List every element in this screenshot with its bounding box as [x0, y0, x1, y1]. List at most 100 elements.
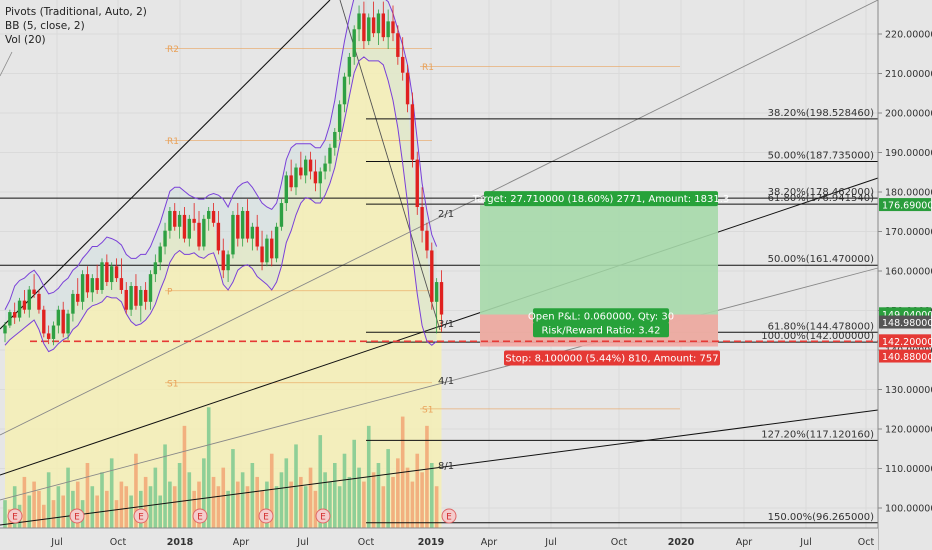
candle-body[interactable]	[148, 274, 153, 302]
candle-body[interactable]	[95, 278, 99, 290]
candle-body[interactable]	[110, 266, 114, 283]
candle-body[interactable]	[56, 309, 61, 326]
candle-body[interactable]	[37, 293, 41, 310]
legend-bollinger[interactable]: BB (5, close, 2)	[5, 20, 85, 32]
candle-body[interactable]	[46, 333, 51, 339]
candle-body[interactable]	[27, 289, 31, 310]
candle-body[interactable]	[158, 246, 162, 263]
candle-body[interactable]	[163, 230, 167, 247]
candle-body[interactable]	[231, 214, 235, 255]
earnings-marker[interactable]	[315, 508, 331, 524]
candle-body[interactable]	[313, 171, 318, 184]
candle-body[interactable]	[80, 274, 85, 302]
legend-pivots[interactable]: Pivots (Traditional, Auto, 2)	[5, 6, 147, 18]
price-axis[interactable]	[878, 0, 932, 550]
candle-body[interactable]	[245, 210, 250, 239]
candle-body[interactable]	[105, 262, 109, 283]
earnings-marker[interactable]	[133, 508, 149, 524]
candle-body[interactable]	[134, 286, 138, 306]
candle-body[interactable]	[337, 104, 342, 132]
candle-body[interactable]	[328, 147, 332, 164]
candle-body[interactable]	[32, 289, 36, 294]
candle-body[interactable]	[114, 266, 119, 279]
candle-body[interactable]	[192, 218, 196, 223]
candle-body[interactable]	[347, 56, 352, 77]
candle-body[interactable]	[367, 17, 371, 42]
candle-body[interactable]	[85, 274, 90, 293]
candle-body[interactable]	[415, 159, 419, 208]
candle-body[interactable]	[265, 238, 269, 263]
trend-line[interactable]	[0, 51, 13, 77]
gann-fan-line[interactable]	[339, 0, 441, 331]
earnings-marker[interactable]	[192, 508, 208, 524]
candle-body[interactable]	[357, 13, 361, 30]
candle-body[interactable]	[216, 222, 221, 251]
candle-body[interactable]	[386, 21, 390, 38]
candle-body[interactable]	[22, 300, 27, 310]
candle-body[interactable]	[439, 282, 444, 315]
candle-body[interactable]	[279, 203, 284, 227]
candle-body[interactable]	[240, 210, 245, 239]
candle-body[interactable]	[139, 289, 143, 306]
candle-body[interactable]	[226, 254, 230, 271]
candle-body[interactable]	[434, 282, 439, 302]
earnings-marker[interactable]	[69, 508, 85, 524]
candle-body[interactable]	[294, 167, 298, 188]
legend-volume[interactable]: Vol (20)	[5, 34, 46, 46]
candle-body[interactable]	[8, 312, 12, 326]
candle-body[interactable]	[401, 56, 405, 73]
candle-body[interactable]	[299, 167, 303, 176]
candle-body[interactable]	[255, 226, 259, 247]
candle-body[interactable]	[76, 293, 80, 302]
candle-body[interactable]	[66, 313, 70, 334]
candle-body[interactable]	[260, 246, 264, 263]
candle-body[interactable]	[51, 325, 56, 339]
candle-body[interactable]	[308, 159, 313, 172]
trend-line[interactable]	[0, 0, 331, 330]
candle-body[interactable]	[342, 76, 347, 105]
candle-body[interactable]	[371, 17, 376, 34]
earnings-marker[interactable]	[441, 508, 457, 524]
candle-body[interactable]	[143, 289, 148, 302]
candle-body[interactable]	[177, 214, 182, 227]
candle-body[interactable]	[333, 131, 337, 148]
candle-body[interactable]	[425, 230, 429, 251]
earnings-marker[interactable]	[7, 508, 23, 524]
candle-body[interactable]	[352, 29, 356, 57]
candle-body[interactable]	[289, 175, 293, 188]
candle-body[interactable]	[236, 214, 240, 239]
candle-body[interactable]	[270, 238, 274, 259]
candle-body[interactable]	[129, 286, 133, 310]
candle-body[interactable]	[124, 289, 128, 310]
candle-body[interactable]	[430, 250, 434, 302]
candle-body[interactable]	[304, 159, 308, 176]
candle-body[interactable]	[391, 21, 395, 34]
candle-body[interactable]	[381, 13, 385, 38]
candle-body[interactable]	[396, 33, 400, 57]
candle-body[interactable]	[42, 309, 46, 334]
candle-body[interactable]	[3, 325, 7, 334]
candle-body[interactable]	[250, 226, 255, 239]
candle-body[interactable]	[202, 218, 206, 247]
trend-line[interactable]	[0, 267, 879, 501]
earnings-marker[interactable]	[258, 508, 274, 524]
candle-body[interactable]	[168, 210, 172, 231]
candle-body[interactable]	[211, 210, 216, 223]
candle-body[interactable]	[197, 222, 201, 247]
candle-body[interactable]	[13, 312, 17, 318]
candle-body[interactable]	[274, 226, 279, 259]
candle-body[interactable]	[362, 13, 366, 42]
candle-body[interactable]	[284, 175, 288, 204]
candle-body[interactable]	[221, 250, 225, 271]
candle-body[interactable]	[100, 262, 104, 290]
candle-body[interactable]	[410, 104, 415, 160]
candle-body[interactable]	[173, 210, 177, 227]
candle-body[interactable]	[17, 300, 22, 318]
candle-body[interactable]	[187, 218, 191, 239]
candle-body[interactable]	[318, 171, 322, 184]
candle-body[interactable]	[376, 13, 381, 34]
candle-body[interactable]	[182, 214, 187, 239]
candle-body[interactable]	[153, 262, 158, 275]
candle-body[interactable]	[90, 278, 94, 293]
